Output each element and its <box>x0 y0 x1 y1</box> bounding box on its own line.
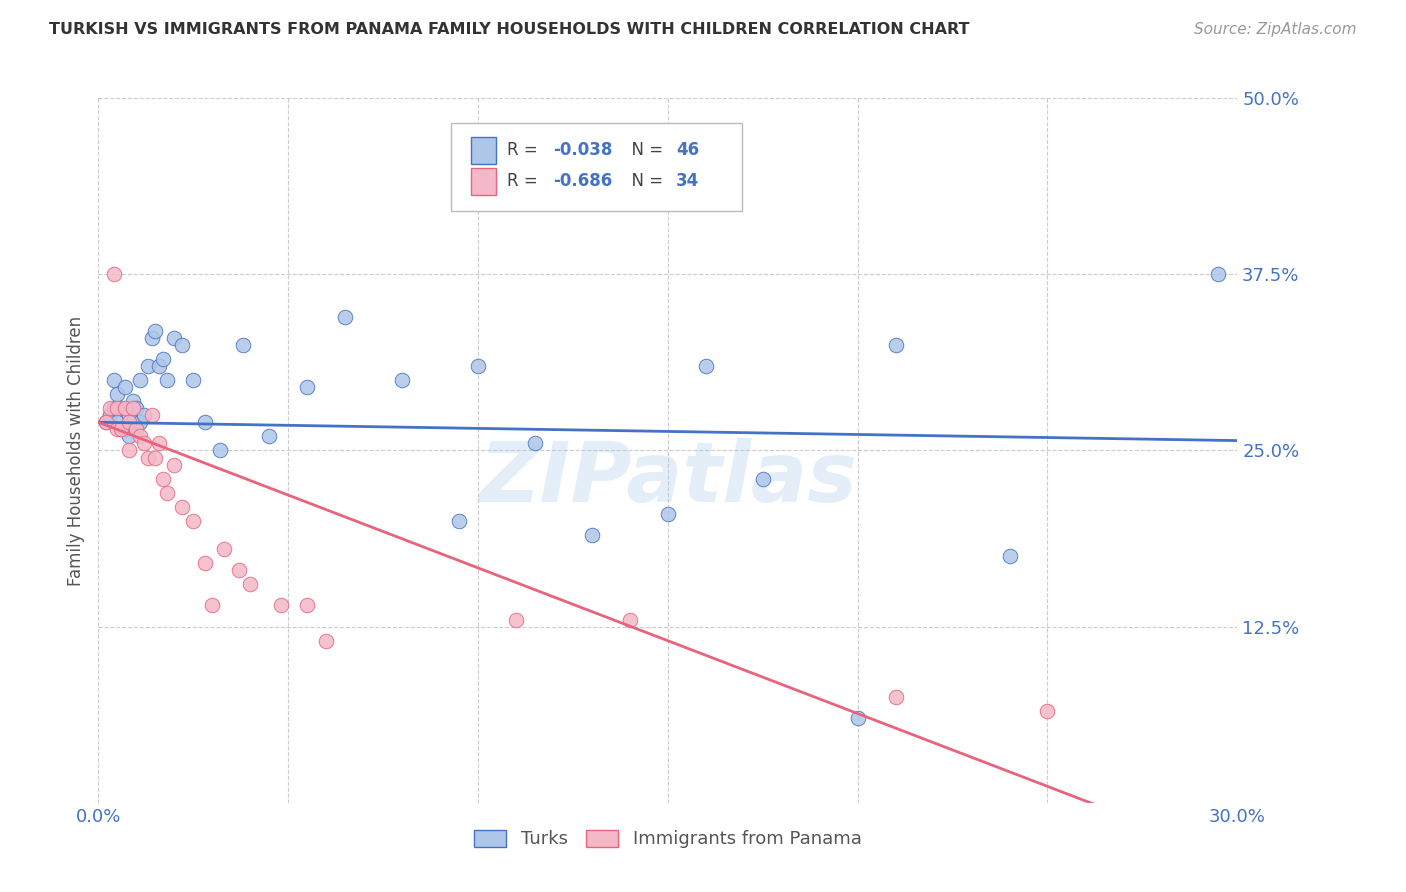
Point <box>524 436 547 450</box>
Point <box>194 415 217 429</box>
Point <box>270 599 292 613</box>
Point <box>94 415 117 429</box>
Text: 46: 46 <box>676 141 699 160</box>
Point <box>884 338 907 352</box>
Point <box>183 373 205 387</box>
Point <box>107 387 129 401</box>
FancyBboxPatch shape <box>471 168 496 194</box>
Point <box>297 380 319 394</box>
Point <box>136 450 159 465</box>
Point <box>107 415 129 429</box>
Point <box>335 310 357 324</box>
Point <box>1208 268 1230 282</box>
Point <box>103 373 125 387</box>
Point <box>194 556 217 570</box>
Point <box>98 408 121 422</box>
Point <box>152 472 174 486</box>
Point <box>121 401 143 416</box>
Point <box>103 268 125 282</box>
Point <box>228 563 250 577</box>
Text: 34: 34 <box>676 172 699 190</box>
Point <box>125 401 148 416</box>
Legend: Turks, Immigrants from Panama: Turks, Immigrants from Panama <box>467 822 869 855</box>
Point <box>163 458 186 472</box>
Text: N =: N = <box>621 172 668 190</box>
Point <box>121 415 143 429</box>
Point <box>121 394 143 409</box>
Point <box>118 429 141 443</box>
Point <box>657 507 679 521</box>
Point <box>129 373 152 387</box>
Point <box>107 422 129 436</box>
Point <box>132 408 155 422</box>
Point <box>110 401 132 416</box>
Point <box>170 338 193 352</box>
Point <box>118 415 141 429</box>
Point <box>212 542 235 557</box>
Point <box>136 359 159 373</box>
Point <box>114 380 136 394</box>
Point <box>752 472 775 486</box>
Point <box>1036 704 1059 718</box>
Point <box>884 690 907 705</box>
Point <box>297 599 319 613</box>
Point <box>998 549 1021 564</box>
Point <box>114 422 136 436</box>
Point <box>467 359 489 373</box>
Point <box>98 401 121 416</box>
Point <box>505 613 527 627</box>
Point <box>170 500 193 514</box>
Point <box>132 436 155 450</box>
Point <box>125 422 148 436</box>
Point <box>156 485 179 500</box>
Point <box>259 429 281 443</box>
Point <box>103 401 125 416</box>
Y-axis label: Family Households with Children: Family Households with Children <box>66 316 84 585</box>
Text: Source: ZipAtlas.com: Source: ZipAtlas.com <box>1194 22 1357 37</box>
Point <box>449 514 471 528</box>
Point <box>145 324 167 338</box>
Point <box>208 443 231 458</box>
Point <box>232 338 254 352</box>
Point <box>94 415 117 429</box>
Text: ZIPatlas: ZIPatlas <box>479 438 856 519</box>
Point <box>110 422 132 436</box>
Point <box>118 408 141 422</box>
Text: N =: N = <box>621 141 668 160</box>
Point <box>107 401 129 416</box>
Point <box>118 443 141 458</box>
Text: -0.686: -0.686 <box>553 172 612 190</box>
Point <box>141 408 163 422</box>
Point <box>315 633 337 648</box>
Text: -0.038: -0.038 <box>553 141 612 160</box>
Point <box>148 359 170 373</box>
Text: R =: R = <box>508 172 543 190</box>
FancyBboxPatch shape <box>451 123 742 211</box>
Point <box>152 351 174 366</box>
Point <box>619 613 641 627</box>
Point <box>163 331 186 345</box>
Point <box>695 359 717 373</box>
Point <box>129 415 152 429</box>
Point <box>110 422 132 436</box>
Point <box>581 528 603 542</box>
Point <box>145 450 167 465</box>
Point <box>391 373 413 387</box>
Point <box>201 599 224 613</box>
Text: R =: R = <box>508 141 543 160</box>
Point <box>148 436 170 450</box>
Point <box>183 514 205 528</box>
Point <box>129 429 152 443</box>
Point <box>141 331 163 345</box>
Point <box>156 373 179 387</box>
Text: TURKISH VS IMMIGRANTS FROM PANAMA FAMILY HOUSEHOLDS WITH CHILDREN CORRELATION CH: TURKISH VS IMMIGRANTS FROM PANAMA FAMILY… <box>49 22 970 37</box>
Point <box>114 401 136 416</box>
Point <box>846 711 869 725</box>
Point <box>125 422 148 436</box>
FancyBboxPatch shape <box>471 136 496 163</box>
Point <box>239 577 262 591</box>
